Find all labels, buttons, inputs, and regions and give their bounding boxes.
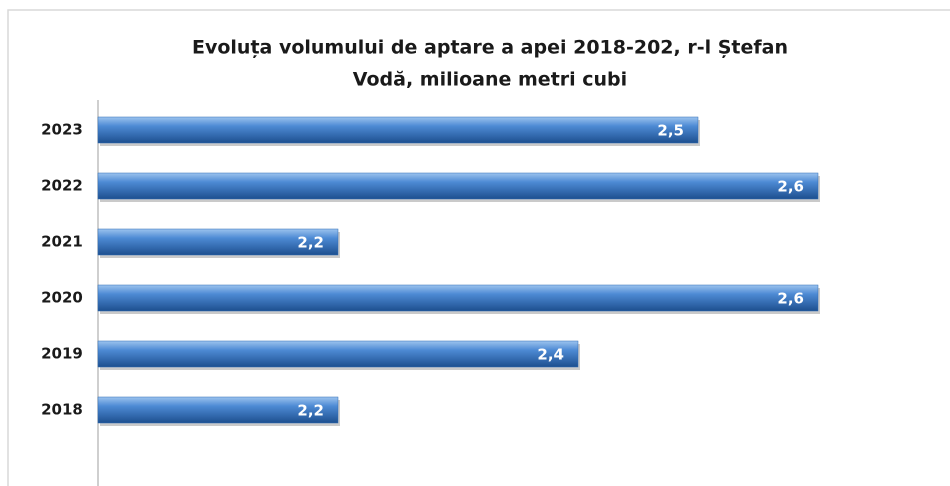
bar [97, 396, 339, 424]
y-tick-label: 2023 [41, 121, 83, 139]
y-tick-label: 2020 [41, 289, 83, 307]
chart-title: Evoluța volumului de aptare a apei 2018-… [192, 37, 788, 59]
data-label: 2,2 [297, 402, 324, 420]
y-tick-label: 2022 [41, 177, 83, 195]
frame [7, 9, 950, 486]
data-label: 2,6 [777, 290, 804, 308]
chart-title: Vodă, milioane metri cubi [353, 69, 627, 91]
bar [97, 116, 699, 144]
y-tick-label: 2019 [41, 345, 83, 363]
data-label: 2,5 [657, 122, 684, 140]
data-label: 2,4 [537, 346, 564, 364]
y-tick-label: 2021 [41, 233, 83, 251]
bar [97, 228, 339, 256]
bar [97, 340, 579, 368]
data-label: 2,2 [297, 234, 324, 252]
y-tick-label: 2018 [41, 401, 83, 419]
data-label: 2,6 [777, 178, 804, 196]
bar [97, 284, 819, 312]
bar [97, 172, 819, 200]
